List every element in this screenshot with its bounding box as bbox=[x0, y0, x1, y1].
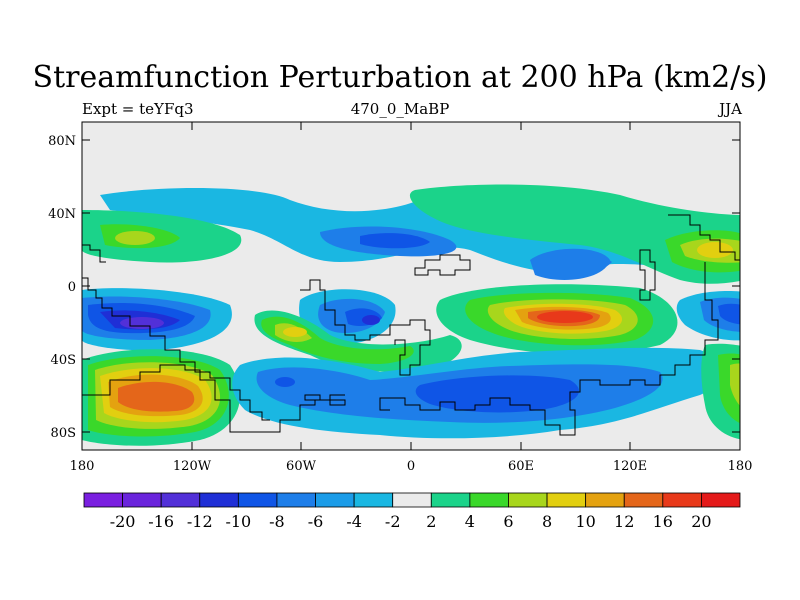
anomaly-na-low bbox=[555, 253, 612, 274]
lat-label-80n: 80N bbox=[48, 134, 76, 149]
coastline-pacific-rim bbox=[379, 214, 740, 436]
colorbar-label: -10 bbox=[225, 512, 251, 531]
anomaly-southern-pos-core bbox=[118, 381, 195, 412]
colorbar-label: 4 bbox=[465, 512, 475, 531]
colorbar-label: -4 bbox=[346, 512, 362, 531]
lon-label-60w: 60W bbox=[286, 459, 317, 474]
colorbar-swatch bbox=[353, 492, 394, 508]
lon-label-0: 0 bbox=[407, 459, 415, 474]
anomaly-pacific-pos-right-core bbox=[697, 242, 733, 258]
colorbar-label: 8 bbox=[542, 512, 552, 531]
plot-title: Streamfunction Perturbation at 200 hPa (… bbox=[32, 60, 768, 95]
colorbar bbox=[83, 492, 741, 508]
colorbar-label: 2 bbox=[426, 512, 436, 531]
colorbar-swatch bbox=[199, 492, 239, 508]
coastline-americas bbox=[82, 244, 270, 421]
lat-label-40s: 40S bbox=[51, 353, 76, 368]
lat-label-80s: 80S bbox=[51, 426, 76, 441]
colorbar-label: 10 bbox=[575, 512, 595, 531]
colorbar-swatch bbox=[469, 492, 509, 508]
anomaly-southern-low-band-3 bbox=[415, 375, 579, 413]
colorbar-swatch bbox=[430, 492, 471, 508]
anomaly-east-pacific-low-core bbox=[718, 303, 740, 325]
period-label: 470_0_MaBP bbox=[350, 100, 450, 118]
colorbar-swatch bbox=[623, 492, 664, 508]
lon-label-180e: 180 bbox=[728, 459, 753, 474]
season-label: JJA bbox=[719, 100, 742, 118]
colorbar-swatch bbox=[237, 492, 278, 508]
lat-ticks bbox=[82, 139, 740, 433]
colorbar-swatch bbox=[315, 492, 355, 508]
colorbar-label: -2 bbox=[385, 512, 401, 531]
colorbar-label: -16 bbox=[148, 512, 174, 531]
colorbar-label: -8 bbox=[269, 512, 285, 531]
colorbar-label: 6 bbox=[503, 512, 513, 531]
lon-ticks bbox=[81, 122, 741, 450]
coastlines bbox=[82, 214, 740, 436]
colorbar-swatch bbox=[392, 492, 432, 508]
experiment-label: Expt = teYFq3 bbox=[82, 100, 194, 118]
colorbar-swatch bbox=[585, 492, 625, 508]
anomaly-southern-low-west bbox=[275, 377, 295, 387]
colorbar-label: -20 bbox=[110, 512, 136, 531]
anomaly-africa-core bbox=[362, 315, 380, 325]
colorbar-swatch bbox=[83, 492, 123, 508]
anomaly-pacific-pos-band bbox=[409, 184, 740, 284]
lat-label-eq: 0 bbox=[68, 280, 76, 295]
colorbar-swatch bbox=[662, 492, 702, 508]
colorbar-swatch bbox=[546, 492, 587, 508]
lat-label-40n: 40N bbox=[48, 207, 76, 222]
anomaly-southern-pos-east-core bbox=[730, 363, 740, 406]
coastline-north-atlantic bbox=[82, 364, 345, 433]
colorbar-label: 12 bbox=[614, 512, 634, 531]
colorbar-swatch bbox=[508, 492, 548, 508]
colorbar-label: -6 bbox=[308, 512, 324, 531]
coastline-europe-africa bbox=[300, 279, 431, 376]
colorbar-swatch bbox=[122, 492, 162, 508]
coastline-south-atlantic bbox=[304, 394, 346, 406]
anomaly-south-pos-center-core bbox=[283, 327, 307, 337]
lon-labels: 180 120W 60W 0 60E 120E 180 bbox=[70, 459, 753, 474]
colorbar-swatch bbox=[160, 492, 201, 508]
anomaly-north-core bbox=[360, 233, 430, 249]
lon-label-120w: 120W bbox=[173, 459, 212, 474]
lat-labels: 80N 40N 0 40S 80S bbox=[48, 134, 76, 441]
lon-label-180w: 180 bbox=[70, 459, 95, 474]
colorbar-labels: -20 -16 -12 -10 -8 -6 -4 -2 2 4 6 8 10 12 16 20 bbox=[110, 512, 712, 531]
anomaly-atlantic-pos-core bbox=[115, 231, 155, 245]
colorbar-label: -12 bbox=[187, 512, 213, 531]
colorbar-swatch bbox=[276, 492, 316, 508]
colorbar-label: 20 bbox=[691, 512, 711, 531]
contour-field bbox=[82, 184, 740, 446]
colorbar-label: 16 bbox=[653, 512, 673, 531]
lon-label-120e: 120E bbox=[613, 459, 647, 474]
colorbar-swatch bbox=[701, 492, 741, 508]
anomaly-south-atl-core bbox=[120, 317, 164, 329]
anomaly-indian-pos-core bbox=[537, 311, 593, 323]
coastline-asia bbox=[414, 254, 471, 276]
lon-label-60e: 60E bbox=[508, 459, 534, 474]
